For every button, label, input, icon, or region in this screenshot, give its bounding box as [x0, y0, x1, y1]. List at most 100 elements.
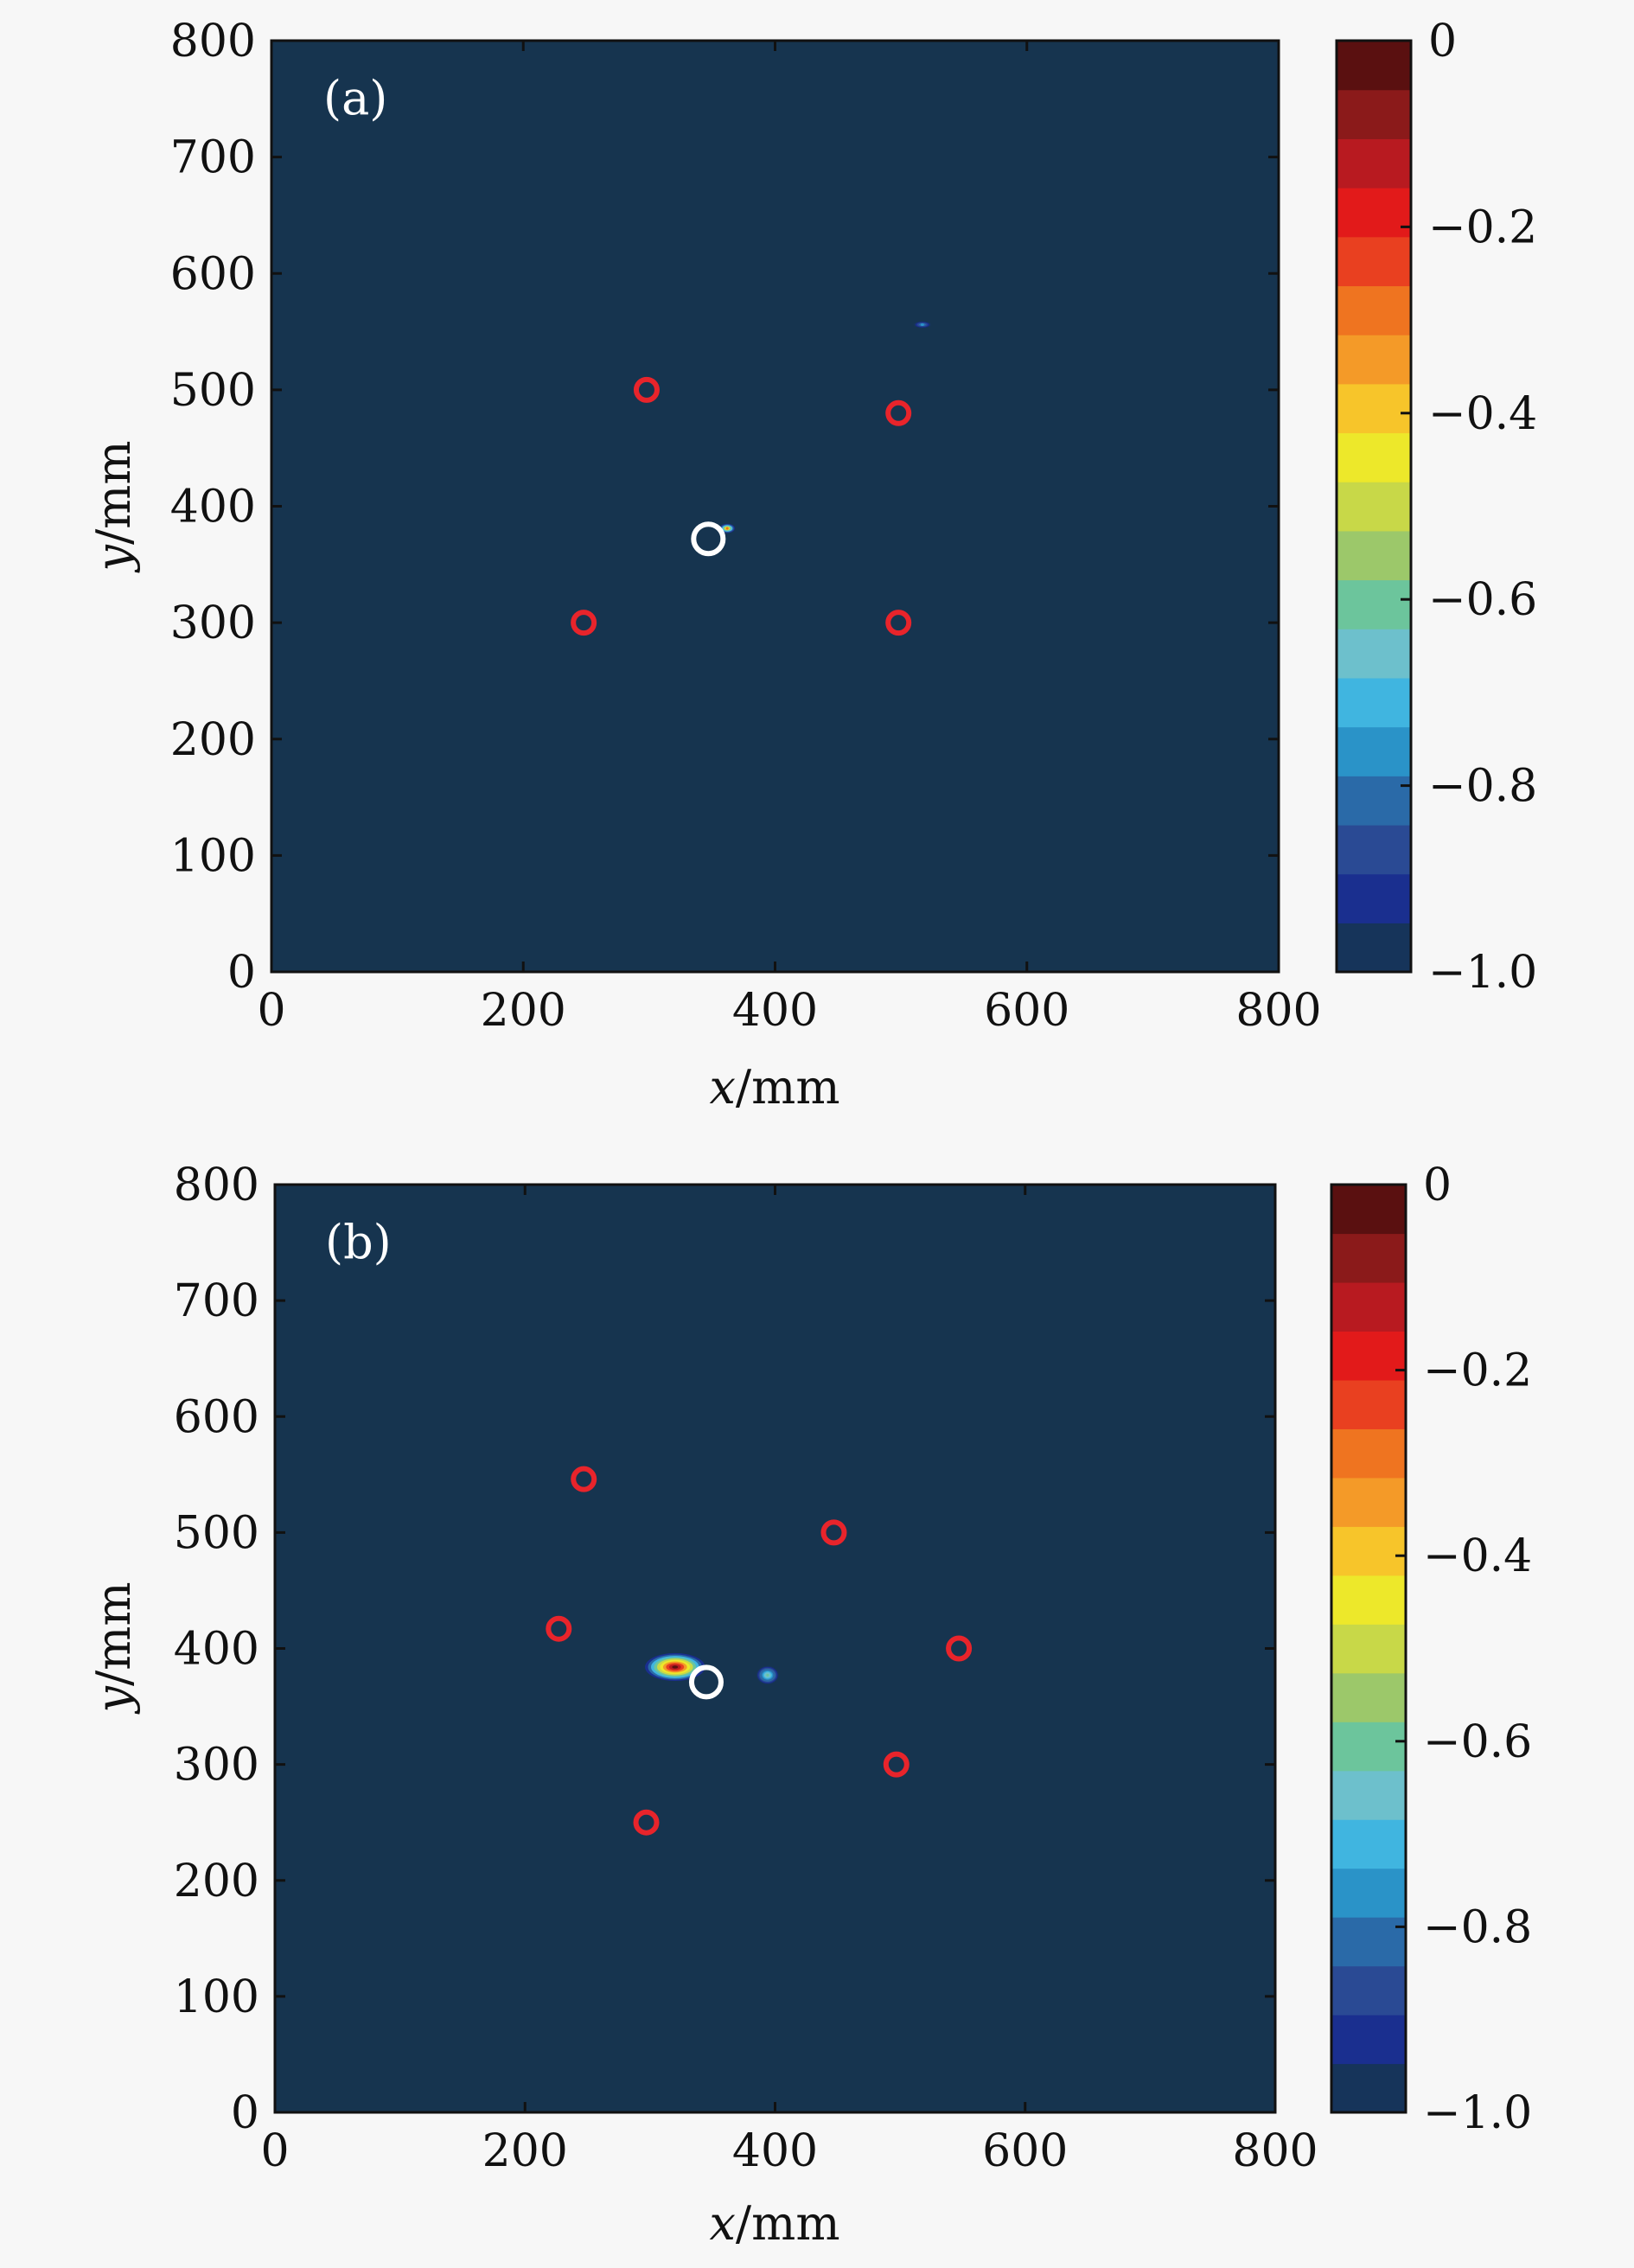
y-tick-label: 500 [174, 1507, 259, 1559]
y-tick-label: 400 [174, 1624, 259, 1676]
sensor-marker [571, 610, 597, 636]
colorbar-segment [1337, 530, 1411, 581]
y-axis-label: y/mm [86, 440, 141, 572]
x-tick-label: 200 [482, 2125, 568, 2177]
colorbar-tick-label: −0.2 [1423, 1345, 1532, 1397]
colorbar-segment [1331, 1331, 1406, 1381]
colorbar-tick-label: −0.8 [1423, 1901, 1532, 1953]
colorbar-tick-label: 0 [1428, 16, 1457, 67]
chart-panel-b: 0 200 400 600 800 0100200300400500600700800 … [86, 1160, 1532, 2251]
colorbar-segment [1337, 432, 1411, 482]
sensor-marker [633, 1809, 660, 1836]
y-tick-label: 400 [170, 482, 256, 533]
colorbar-segment [1337, 41, 1411, 91]
y-tick-label: 600 [174, 1391, 259, 1443]
panel-label: (a) [323, 71, 387, 125]
y-tick-label: 100 [174, 1971, 259, 2023]
y-tick-label: 700 [170, 132, 256, 184]
colorbar: 0 −0.2 −0.4 −0.6 −0.8 −1.0 [1335, 16, 1537, 999]
panel-label: (b) [325, 1215, 392, 1269]
colorbar-segment [1331, 2015, 1406, 2065]
y-axis-label: y/mm [86, 1581, 141, 1714]
colorbar-segment [1337, 482, 1411, 532]
colorbar-tick-label: −1.0 [1423, 2087, 1532, 2139]
x-tick-label: 0 [257, 985, 285, 1037]
x-tick-label: 600 [982, 2125, 1068, 2177]
x-tick-label: 400 [732, 2125, 818, 2177]
y-tick-label: 300 [170, 597, 256, 649]
colorbar-segment [1331, 1965, 1406, 2016]
sensor-markers [546, 1466, 973, 1836]
x-axis-label: x/mm [709, 1060, 839, 1115]
colorbar-segment [1337, 923, 1411, 973]
y-tick-label: 500 [170, 365, 256, 417]
sensor-marker [946, 1635, 973, 1662]
y-axis: 0 100 200 300 400 500 600 700 800 [170, 16, 1279, 999]
true-location-marker [691, 521, 726, 557]
x-tick-label: 0 [260, 2125, 289, 2177]
sensor-marker [820, 1519, 847, 1546]
y-tick-label: 800 [174, 1160, 259, 1211]
colorbar-segment [1337, 873, 1411, 923]
colorbar-segment [1331, 1722, 1406, 1772]
colorbar-frame [1330, 1183, 1407, 2114]
x-axis: 0 200 400 600 800 [260, 1185, 1318, 2177]
colorbar-segment [1331, 1819, 1406, 1869]
chart-panel-a: 0 200 400 600 800 0100200300400500600700800 … [86, 16, 1537, 1115]
colorbar-segment [1331, 1281, 1406, 1332]
sensor-marker [633, 376, 660, 403]
x-tick-label: 400 [732, 985, 818, 1037]
colorbar-segment [1337, 776, 1411, 826]
colorbar-segment [1331, 1575, 1406, 1625]
colorbar-frame [1335, 39, 1413, 974]
colorbar-segment [1337, 188, 1411, 238]
colorbar-segment [1337, 629, 1411, 679]
y-tick-label: 700 [174, 1275, 259, 1327]
x-tick-label: 800 [1235, 985, 1321, 1037]
true-location-circle [691, 521, 726, 557]
heat-contour [672, 1665, 679, 1669]
colorbar-tick-label: −0.2 [1428, 201, 1537, 253]
colorbar-segment [1331, 1428, 1406, 1479]
y-tick-label: 200 [174, 1856, 259, 1907]
heat-spot [913, 321, 932, 329]
colorbar-segment [1337, 236, 1411, 287]
colorbar-segment [1337, 579, 1411, 629]
sensor-markers [571, 376, 912, 636]
colorbar-tick-label: −0.4 [1423, 1530, 1532, 1582]
heat-contour [921, 323, 924, 326]
heat-contour [725, 527, 729, 530]
colorbar-segment [1337, 89, 1411, 139]
colorbar-segment [1331, 1917, 1406, 1967]
colorbar-segment [1331, 2063, 1406, 2113]
sensor-marker [546, 1615, 572, 1642]
y-tick-label: 0 [231, 2087, 259, 2139]
colorbar-segment [1331, 1233, 1406, 1283]
colorbar-segment [1331, 1868, 1406, 1918]
x-axis: 0 200 400 600 800 [257, 41, 1322, 1037]
y-axis: 0 100 200 300 400 500 600 700 800 [174, 1160, 1275, 2139]
colorbar-segment [1331, 1672, 1406, 1722]
plot-area [271, 41, 1279, 972]
y-tick-label: 0 [227, 947, 256, 999]
colorbar-segment [1337, 383, 1411, 434]
heat-spots [719, 321, 932, 533]
colorbar-segment [1337, 726, 1411, 776]
colorbar-tick-label: −0.4 [1428, 388, 1537, 440]
colorbar-segment [1337, 677, 1411, 728]
colorbar-segment [1331, 1185, 1406, 1235]
x-tick-label: 200 [481, 985, 566, 1037]
heat-spots [645, 1652, 779, 1685]
plot-area [275, 1185, 1275, 2112]
heat-contour [766, 1673, 769, 1677]
colorbar-tick-label: 0 [1423, 1160, 1452, 1211]
colorbar-tick-label: −0.6 [1428, 574, 1537, 626]
y-tick-label: 200 [170, 714, 256, 766]
colorbar-segment [1331, 1379, 1406, 1429]
colorbar-segment [1331, 1526, 1406, 1576]
true-location-circle [688, 1664, 724, 1700]
sensor-marker [883, 1751, 910, 1778]
colorbar-tick-label: −0.8 [1428, 761, 1537, 813]
sensor-marker [885, 399, 912, 426]
